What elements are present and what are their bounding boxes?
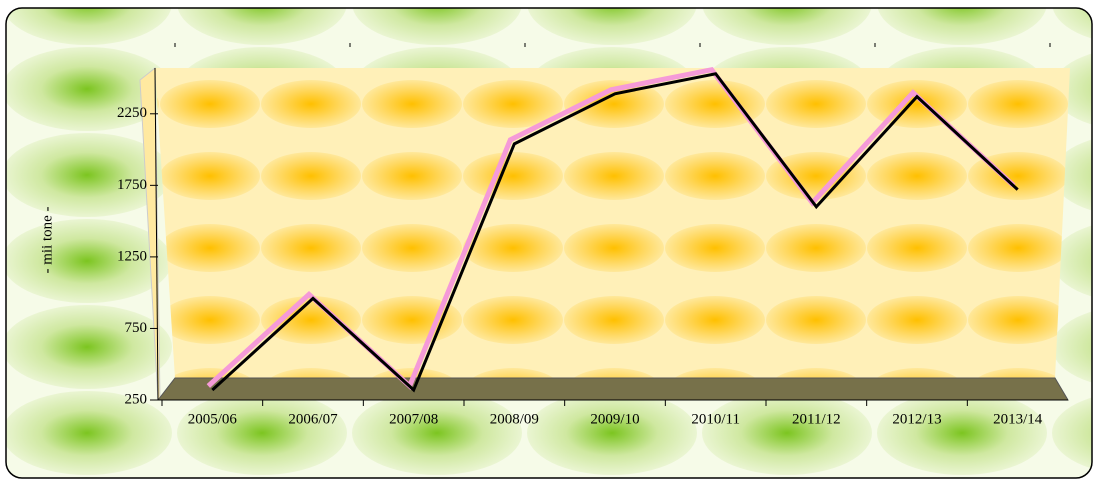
y-tick-label: 2250 [117,105,147,121]
top-ticks [174,43,1051,47]
x-tick-label: 2007/08 [389,411,438,427]
y-tick-label: 1250 [117,248,147,264]
x-tick-label: 2006/07 [288,411,338,427]
y-tick-label: 750 [125,320,148,336]
x-tick-label: 2005/06 [188,411,238,427]
floor [156,377,1069,401]
x-tick-label: 2008/09 [490,411,539,427]
x-tick-label: 2009/10 [590,411,639,427]
y-axis [154,67,159,401]
x-tick-label: 2012/13 [892,411,941,427]
y-axis-label: - mii tone - [39,206,55,273]
back-wall [155,68,1070,378]
x-tick-label: 2011/12 [792,411,841,427]
y-tick-label: 250 [125,391,148,407]
line-series [211,72,1019,393]
y-tick-label: 1750 [117,177,147,193]
x-tick-label: 2013/14 [993,411,1043,427]
x-tick-label: 2010/11 [691,411,740,427]
